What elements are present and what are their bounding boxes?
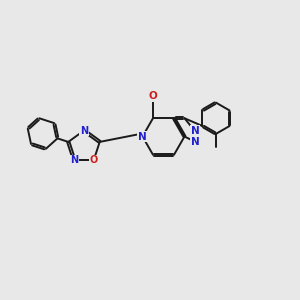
Text: N: N xyxy=(138,131,147,142)
Text: N: N xyxy=(80,125,88,136)
Text: N: N xyxy=(190,137,200,147)
Text: O: O xyxy=(90,155,98,165)
Text: N: N xyxy=(190,126,200,136)
Text: N: N xyxy=(70,155,78,165)
Text: O: O xyxy=(148,91,158,101)
